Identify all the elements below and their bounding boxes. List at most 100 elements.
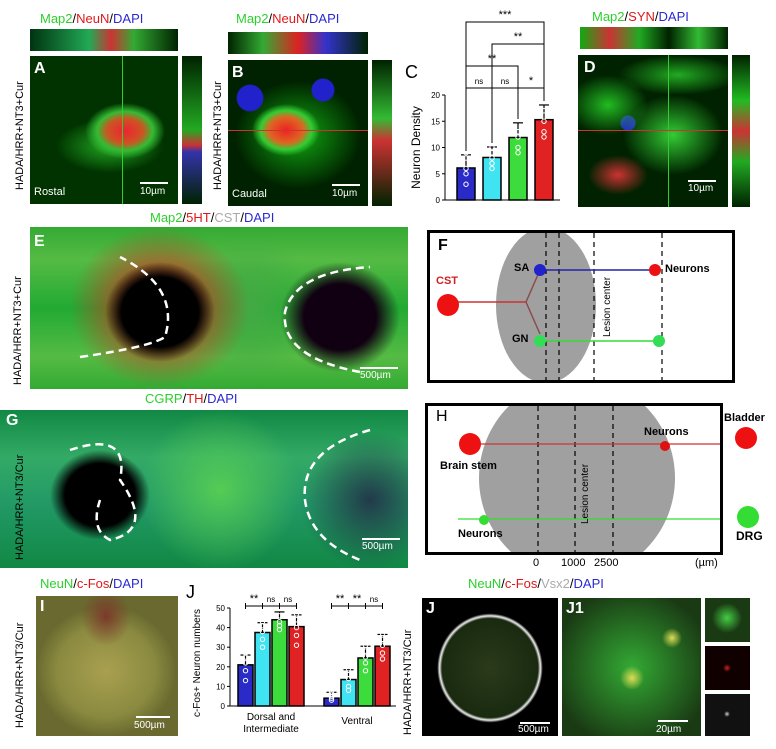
y-tick-label: 30 [216, 643, 225, 652]
gn-label: GN [512, 333, 529, 345]
panel-j-bar [271, 619, 288, 707]
cst-label: CST [436, 275, 458, 287]
panel-e-side-label: HADA/HRR+NT3+Cur [12, 276, 24, 385]
y-tick-label: 50 [216, 604, 225, 613]
panel-j-image: J 500µm [422, 598, 558, 736]
sa-label: SA [514, 262, 530, 274]
panel-a-side-strip [182, 56, 202, 204]
axis-unit: (µm) [695, 557, 718, 569]
panel-c-data-point [489, 144, 495, 151]
panel-i-image: I 500µm [36, 596, 178, 736]
brainstem-node [459, 433, 481, 455]
panel-j-letter: J [426, 600, 435, 617]
panel-c-data-point [489, 160, 495, 166]
drg-node [737, 506, 759, 528]
panel-j1-green-channel [705, 598, 750, 642]
panel-c-data-point [463, 181, 469, 187]
significance-label: ns [475, 77, 483, 86]
panel-d-scale: 10µm [688, 183, 714, 194]
panel-h-diagram: H Brain stem Neurons Neurons Lesion cent… [425, 403, 723, 555]
panel-c-bar [456, 167, 476, 201]
y-tick-label: 15 [431, 117, 440, 126]
panel-j-data-point [362, 660, 369, 666]
panel-j-bar [254, 631, 271, 707]
panel-j1-image: J1 20µm [562, 598, 701, 736]
y-tick-label: 20 [216, 663, 225, 672]
significance-label: *** [499, 9, 513, 21]
panel-j-side-label: HADA/HRR+NT3/Cur [402, 629, 414, 735]
significance-label: ns [284, 595, 292, 604]
panel-i-scale: 500µm [134, 720, 165, 731]
panel-g-scale: 500µm [362, 541, 393, 552]
panel-j-data-point [362, 642, 369, 648]
panel-j-chart-letter: J [186, 582, 195, 602]
panel-g-side-label: HADA/HRR+NT3/Cur [14, 454, 26, 560]
significance-label: ns [501, 77, 509, 86]
panel-j-data-point [242, 650, 249, 656]
panel-j-bar [237, 664, 254, 707]
bladder-node [735, 427, 757, 449]
gn-target-node [653, 335, 665, 347]
panel-c-data-point [489, 155, 495, 161]
sa-node [534, 264, 546, 276]
lesion-outline [79, 255, 371, 374]
panel-d-side-strip [732, 55, 750, 207]
panel-j-data-point [293, 624, 300, 631]
panel-j-data-point [345, 671, 352, 678]
panel-c-data-point [489, 165, 495, 172]
panel-e-scale: 500µm [360, 370, 391, 381]
panel-c-data-point [541, 129, 547, 135]
panel-j1-red-channel [705, 646, 750, 690]
panel-j-data-point [259, 644, 266, 650]
panel-j-data-point [328, 691, 335, 697]
panel-c-data-point [463, 155, 469, 161]
panel-a-title: Map2/NeuN/DAPI [40, 11, 144, 26]
panel-j-data-point [362, 668, 369, 674]
panel-e-image: E 500µm [30, 227, 408, 389]
panel-g-title: CGRP/TH/DAPI [145, 391, 238, 406]
panel-j-data-point [242, 668, 249, 674]
panel-j-bar [288, 625, 305, 707]
axis-tick-0: 0 [533, 557, 540, 569]
cst-node [437, 294, 459, 316]
panel-j-data-point [362, 648, 369, 654]
panel-j-title: NeuN/c-Fos/Vsx2/DAPI [468, 576, 604, 591]
panel-j-data-point [379, 642, 386, 648]
brainstem-label: Brain stem [440, 460, 497, 472]
panel-d-title: Map2/SYN/DAPI [592, 9, 689, 24]
y-tick-label: 10 [216, 682, 225, 691]
gn-node [534, 335, 546, 347]
panel-j-scale: 500µm [518, 724, 549, 735]
panel-j-data-point [293, 632, 300, 639]
panel-c-data-point [489, 150, 495, 156]
drg-label: DRG [736, 529, 763, 543]
panel-c-data-point [541, 134, 547, 140]
panel-g-image: G 500µm [0, 410, 408, 568]
significance-bracket [517, 87, 545, 119]
panel-c-data-point [515, 150, 521, 156]
panel-j-data-point [328, 689, 335, 695]
lesion-center-label: Lesion center [602, 276, 613, 337]
panel-i-side-label: HADA/HRR+NT3/Cur [14, 622, 26, 728]
panel-j-data-point [276, 619, 283, 625]
panel-b-top-strip [228, 32, 368, 54]
panel-j1-white-channel [705, 694, 750, 736]
panel-j-data-point [276, 613, 283, 619]
panel-b-letter: B [232, 64, 244, 81]
panel-a-letter: A [34, 60, 46, 77]
panel-j-data-point [242, 677, 249, 684]
panel-j1-scale: 20µm [656, 724, 682, 735]
panel-j-data-point [362, 654, 369, 660]
panel-c-data-point [541, 118, 547, 124]
panel-d-top-strip [580, 27, 728, 49]
panel-c-data-point [541, 108, 547, 114]
panel-b-region: Caudal [232, 188, 267, 200]
panel-j-data-point [293, 617, 300, 623]
panel-j-data-point [259, 628, 266, 635]
neurons-node [649, 264, 661, 276]
significance-label: ns [370, 595, 378, 604]
panel-c-data-point [515, 134, 521, 140]
panel-i-title: NeuN/c-Fos/DAPI [40, 576, 144, 591]
